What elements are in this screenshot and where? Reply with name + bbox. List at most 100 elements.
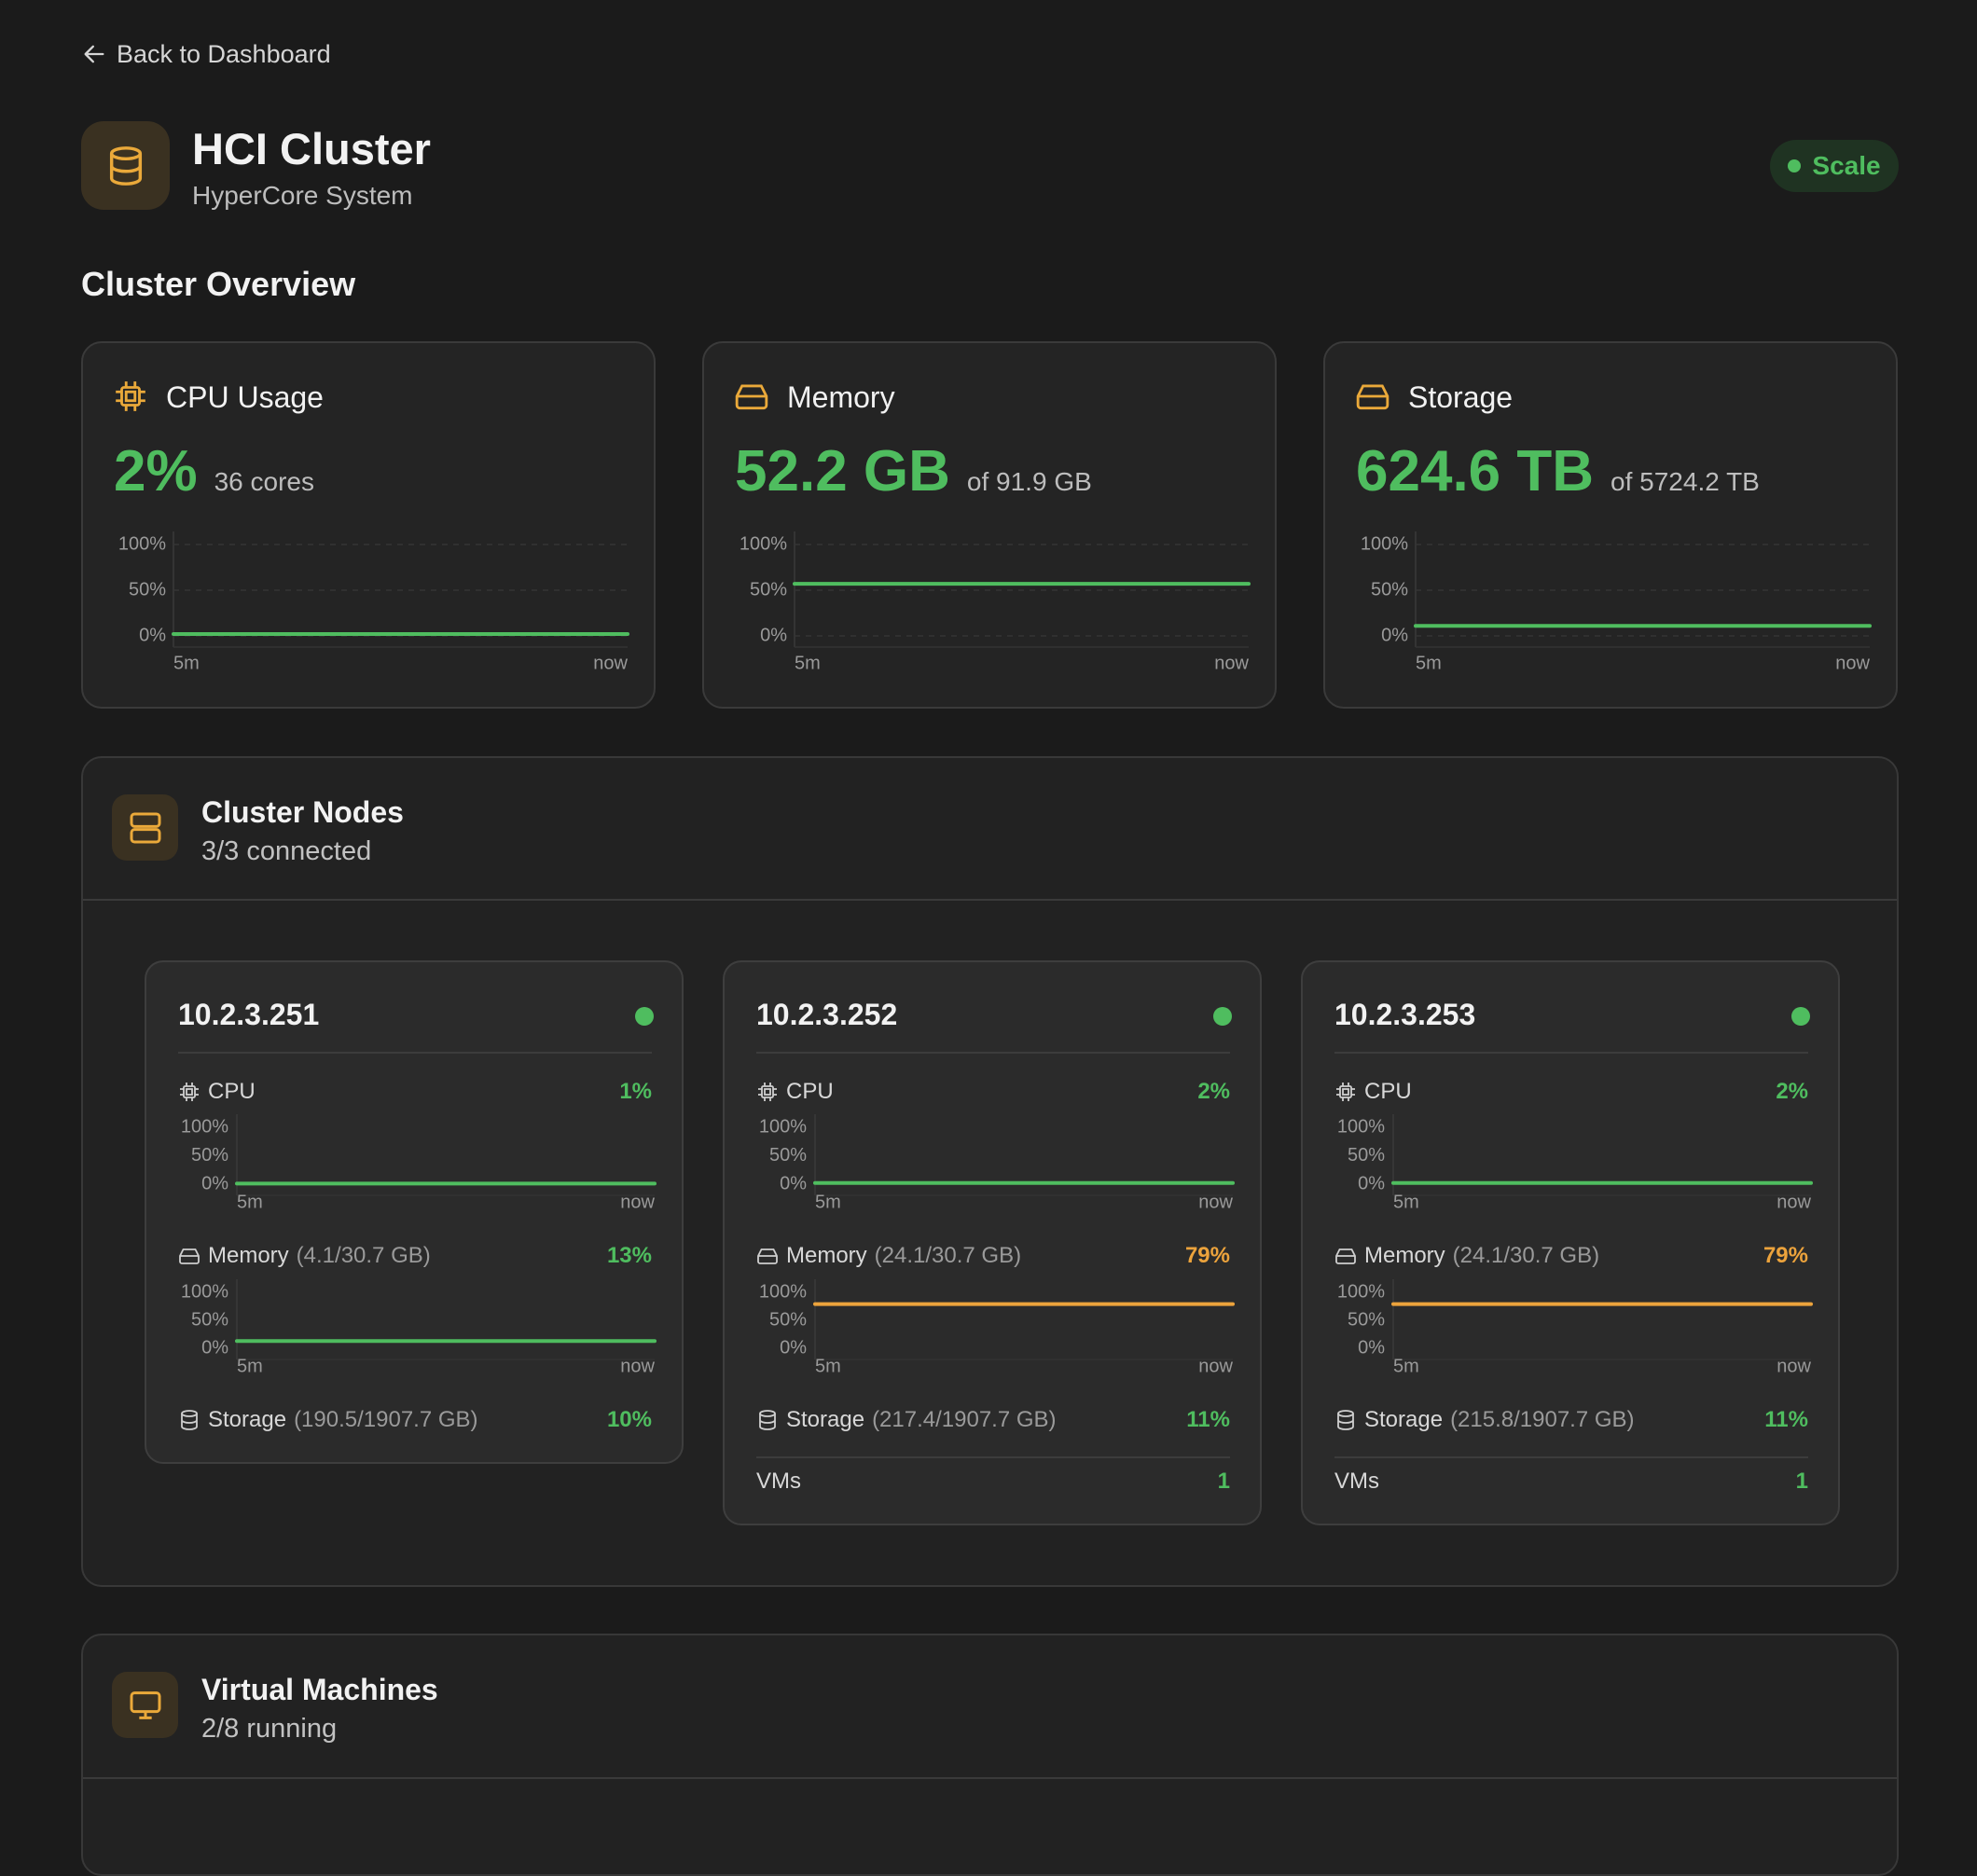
drive-icon <box>1335 1248 1356 1264</box>
metric-percent: 79% <box>1763 1243 1808 1268</box>
vms-row: VMs 1 <box>756 1466 1230 1497</box>
page-subtitle: HyperCore System <box>192 181 413 210</box>
divider <box>83 899 1897 901</box>
node-ip: 10.2.3.251 <box>178 998 320 1031</box>
node-card: 10.2.3.252 100% 50% 0% 5m now 100% 50% 0% 5m now CP… <box>723 960 1262 1525</box>
x-tick-label: now <box>1835 653 1870 673</box>
panel-title: Cluster Nodes <box>201 795 404 829</box>
card-value: 624.6 TB <box>1356 439 1595 503</box>
metric-percent: 1% <box>619 1079 652 1104</box>
storage-row: Storage (217.4/1907.7 GB) 11% <box>756 1404 1230 1436</box>
metric-detail: (24.1/30.7 GB) <box>1452 1243 1600 1268</box>
db-icon <box>1337 1410 1354 1430</box>
metric-label: CPU <box>786 1079 834 1104</box>
y-tick-label: 100% <box>181 1116 228 1137</box>
vms-label: VMs <box>756 1469 801 1494</box>
metric-label: Memory <box>1364 1243 1445 1268</box>
x-tick-label: 5m <box>1393 1192 1419 1212</box>
card-title: CPU Usage <box>166 380 324 414</box>
metric-percent: 2% <box>1197 1079 1230 1104</box>
x-tick-label: 5m <box>1393 1356 1419 1376</box>
metric-label: Memory <box>208 1243 289 1268</box>
x-tick-label: now <box>1198 1192 1233 1212</box>
x-tick-label: now <box>593 653 628 673</box>
page-title: HCI Cluster <box>192 124 431 173</box>
y-tick-label: 0% <box>780 1173 807 1193</box>
y-tick-label: 100% <box>759 1281 807 1302</box>
x-tick-label: 5m <box>795 653 821 673</box>
cpu-icon <box>758 1083 777 1101</box>
metric-detail: (24.1/30.7 GB) <box>874 1243 1022 1268</box>
y-tick-label: 0% <box>1381 625 1408 645</box>
memory-row: Memory (24.1/30.7 GB) 79% <box>1334 1240 1808 1272</box>
divider <box>1334 1456 1808 1458</box>
divider <box>756 1456 1230 1458</box>
card-title: Memory <box>787 380 895 414</box>
metric-percent: 10% <box>606 1407 652 1432</box>
status-badge: Scale <box>1770 140 1899 192</box>
y-tick-label: 0% <box>1358 1173 1385 1193</box>
metric-percent: 2% <box>1776 1079 1808 1104</box>
nodes-icon <box>112 794 178 861</box>
vms-value: 1 <box>1217 1469 1230 1494</box>
panel-title: Virtual Machines <box>201 1673 438 1706</box>
db-icon <box>181 1410 198 1430</box>
y-tick-label: 100% <box>1361 533 1408 554</box>
cluster-icon <box>81 121 170 210</box>
x-tick-label: now <box>1214 653 1249 673</box>
metric-detail: (215.8/1907.7 GB) <box>1450 1407 1635 1432</box>
panel-subtitle: 2/8 running <box>201 1714 338 1744</box>
card-detail: of 5724.2 TB <box>1611 467 1760 496</box>
sparkline: 100% 50% 0% 5m now <box>740 531 1251 673</box>
storage-row: Storage (215.8/1907.7 GB) 11% <box>1334 1404 1808 1436</box>
x-tick-label: 5m <box>815 1192 841 1212</box>
y-tick-label: 0% <box>139 625 166 645</box>
memory-row: Memory (4.1/30.7 GB) 13% <box>178 1240 652 1272</box>
page: Back to Dashboard HCI Cluster HyperCore … <box>81 35 1899 1876</box>
vms-icon <box>112 1672 178 1738</box>
y-tick-label: 0% <box>1358 1337 1385 1358</box>
node-charts: 100% 50% 0% 5m now 100% 50% 0% 5m now <box>181 1114 657 1376</box>
x-tick-label: 5m <box>1416 653 1442 673</box>
sparkline: 100% 50% 0% 5m now <box>118 531 629 673</box>
nodes-panel: Cluster Nodes 3/3 connected 10.2.3.251 10… <box>81 756 1899 1587</box>
vms-value: 1 <box>1795 1469 1808 1494</box>
drive-icon <box>735 384 768 410</box>
node-charts: 100% 50% 0% 5m now 100% 50% 0% 5m now <box>1337 1114 1813 1376</box>
card-detail: 36 cores <box>214 467 315 496</box>
metric-card: Storage 624.6 TB of 5724.2 TB 100% 50% 0% 5m no… <box>1323 341 1898 709</box>
drive-icon <box>1356 384 1389 410</box>
status-dot <box>1791 1007 1810 1026</box>
y-tick-label: 100% <box>759 1116 807 1137</box>
back-link[interactable]: Back to Dashboard <box>81 35 331 73</box>
x-tick-label: 5m <box>173 653 200 673</box>
x-tick-label: 5m <box>815 1356 841 1376</box>
metric-detail: (190.5/1907.7 GB) <box>294 1407 478 1432</box>
cpu-row: CPU 2% <box>1334 1076 1808 1108</box>
metric-detail: (217.4/1907.7 GB) <box>872 1407 1057 1432</box>
metric-label: CPU <box>208 1079 256 1104</box>
y-tick-label: 0% <box>780 1337 807 1358</box>
cpu-icon <box>1336 1083 1355 1101</box>
metric-label: Memory <box>786 1243 867 1268</box>
metric-label: Storage <box>786 1407 865 1432</box>
card-value-line: 52.2 GB of 91.9 GB <box>735 438 1092 504</box>
y-tick-label: 50% <box>1348 1145 1385 1166</box>
metric-percent: 13% <box>606 1243 652 1268</box>
metric-percent: 11% <box>1764 1407 1808 1432</box>
y-tick-label: 0% <box>760 625 787 645</box>
divider <box>756 1052 1230 1054</box>
metric-label: Storage <box>1364 1407 1444 1432</box>
x-tick-label: now <box>1777 1356 1811 1376</box>
card-value-line: 624.6 TB of 5724.2 TB <box>1356 438 1760 504</box>
status-dot <box>635 1007 654 1026</box>
x-tick-label: now <box>620 1192 655 1212</box>
node-card: 10.2.3.253 100% 50% 0% 5m now 100% 50% 0% 5m now CP… <box>1301 960 1840 1525</box>
card-detail: of 91.9 GB <box>966 467 1092 496</box>
y-tick-label: 50% <box>129 579 166 600</box>
y-tick-label: 0% <box>201 1173 228 1193</box>
vms-row: VMs 1 <box>1334 1466 1808 1497</box>
back-arrow <box>84 45 104 63</box>
drive-icon <box>757 1248 778 1264</box>
divider <box>178 1052 652 1054</box>
